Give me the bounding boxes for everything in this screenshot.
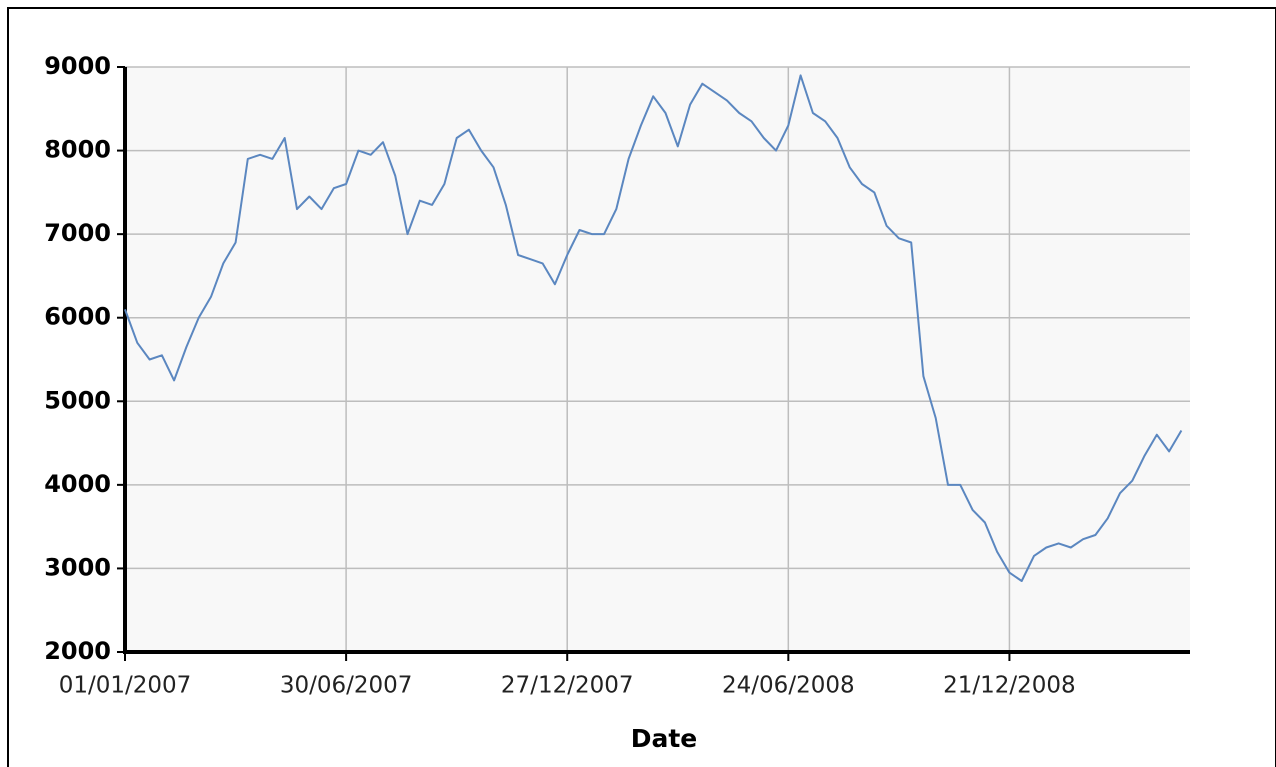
x-axis-label: Date <box>631 724 698 753</box>
x-tick-label: 30/06/2007 <box>280 673 413 699</box>
y-tick-label: 9000 <box>44 52 111 80</box>
x-tick-label: 24/06/2008 <box>722 673 855 699</box>
plot-area <box>125 67 1190 652</box>
y-tick-label: 3000 <box>44 553 111 581</box>
x-tick-label: 27/12/2007 <box>501 673 634 699</box>
data-line <box>124 74 1183 582</box>
y-tick-label: 8000 <box>44 136 111 164</box>
x-tick-label: 01/01/2007 <box>59 673 192 699</box>
y-tick-label: 4000 <box>44 470 111 498</box>
y-tick-label: 5000 <box>44 386 111 414</box>
y-tick-label: 6000 <box>44 303 111 331</box>
y-tick-label: 7000 <box>44 219 111 247</box>
frame <box>7 7 1276 767</box>
x-tick-label: 21/12/2008 <box>943 673 1076 699</box>
y-tick-label: 2000 <box>44 637 111 665</box>
